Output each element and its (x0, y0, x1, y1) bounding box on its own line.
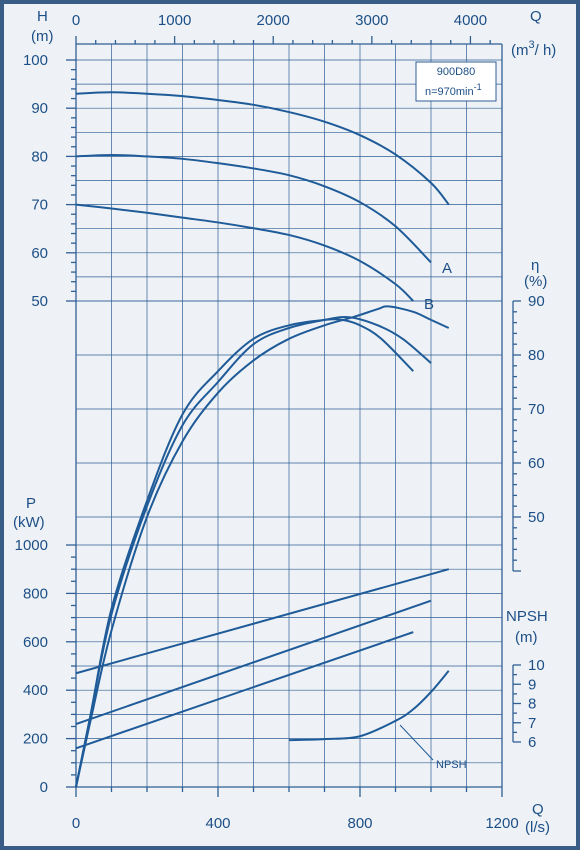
head-tick-label: 60 (31, 245, 48, 262)
efficiency-tick-label: 80 (528, 347, 545, 364)
tick-labels: 5060708090100020040060080010005060708090… (15, 12, 545, 832)
power-tick-label: 200 (23, 731, 48, 748)
power-tick-label: 1000 (15, 537, 48, 554)
head-curve-label-b: B (424, 296, 434, 313)
npsh-annotation-leader (399, 724, 434, 761)
legend-speed: n=970min-1 (425, 82, 482, 98)
power-tick-label: 600 (23, 634, 48, 651)
efficiency-tick-label: 60 (528, 455, 545, 472)
npsh-axis-title: NPSH (506, 608, 548, 625)
legend-box (415, 61, 497, 102)
efficiency-tick-label: 90 (528, 293, 545, 310)
head-tick-label: 80 (31, 148, 48, 165)
npsh-tick-label: 7 (528, 715, 536, 732)
head-tick-label: 100 (23, 52, 48, 69)
efficiency-tick-label: 70 (528, 401, 545, 418)
q-top-tick-label: 2000 (257, 12, 290, 29)
q-top-tick-label: 1000 (158, 12, 191, 29)
efficiency-curve-full (75, 305, 450, 788)
head-tick-label: 90 (31, 100, 48, 117)
efficiency-tick-label: 50 (528, 509, 545, 526)
npsh-annotation: NPSH (436, 759, 467, 771)
q-top-tick-label: 4000 (454, 12, 487, 29)
head-curve-b (75, 203, 414, 302)
power-curve-b (75, 631, 414, 750)
efficiency-curve-a (75, 315, 432, 788)
axes (66, 36, 521, 797)
efficiency-curve-b (75, 318, 414, 788)
npsh-axis-unit: (m) (515, 629, 538, 646)
q-bottom-axis-unit: (l/s) (525, 819, 550, 836)
q-bottom-tick-label: 400 (205, 815, 230, 832)
npsh-tick-label: 8 (528, 696, 536, 713)
power-tick-label: 400 (23, 682, 48, 699)
npsh-tick-label: 10 (528, 657, 545, 674)
head-axis-unit: (m) (31, 28, 54, 45)
power-curve-full (75, 568, 450, 675)
labels: H (m) Q (m3/ h) 900D80 n=970min-1 A B η … (13, 8, 556, 836)
q-top-tick-label: 3000 (355, 12, 388, 29)
head-tick-label: 70 (31, 197, 48, 214)
head-curve-a (75, 153, 432, 264)
q-bottom-tick-label: 0 (72, 815, 80, 832)
q-bottom-tick-label: 1200 (485, 815, 518, 832)
power-axis-title: P (26, 495, 36, 512)
legend-model: 900D80 (437, 66, 476, 78)
q-top-axis-title: Q (530, 8, 542, 25)
npsh-tick-label: 6 (528, 734, 536, 751)
power-axis-unit: (kW) (13, 514, 45, 531)
curves (75, 91, 450, 788)
npsh-tick-label: 9 (528, 676, 536, 693)
q-top-axis-unit: (m3/ h) (511, 39, 556, 59)
q-bottom-tick-label: 800 (347, 815, 372, 832)
head-curve-full (75, 91, 450, 206)
power-tick-label: 800 (23, 585, 48, 602)
efficiency-axis-unit: (%) (524, 273, 547, 290)
power-tick-label: 0 (40, 779, 48, 796)
efficiency-axis-title: η (531, 257, 539, 274)
q-bottom-axis-title: Q (532, 801, 544, 818)
q-top-tick-label: 0 (72, 12, 80, 29)
power-curve-a (75, 599, 432, 726)
head-tick-label: 50 (31, 293, 48, 310)
head-axis-title: H (37, 8, 48, 25)
npsh-curve-npsh (288, 670, 450, 742)
head-curve-label-a: A (442, 260, 452, 277)
